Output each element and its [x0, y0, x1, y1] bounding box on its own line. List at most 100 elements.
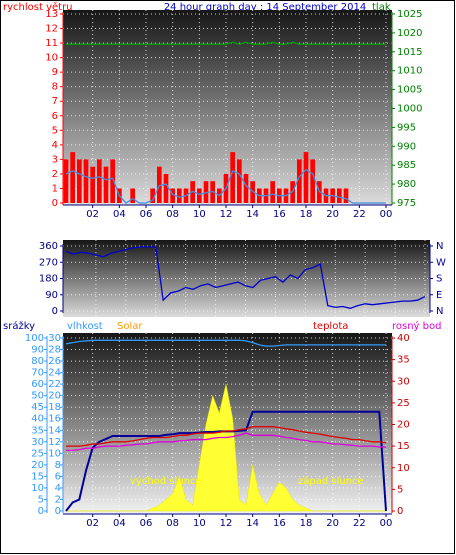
y-axis-title: rychlost větru — [3, 1, 73, 13]
bar — [230, 152, 235, 203]
y-tick-label: W — [436, 257, 446, 268]
x-tick-label: 12 — [220, 209, 233, 220]
y-tick-label: 90 — [31, 345, 44, 356]
y-tick-label: 10 — [31, 483, 44, 494]
y-tick-label: 4 — [55, 483, 61, 494]
y-tick-label: 1015 — [397, 47, 422, 58]
x-tick-label: 18 — [300, 518, 313, 529]
y-tick-label: E — [436, 290, 442, 301]
bar — [77, 159, 82, 203]
x-tick-label: 10 — [193, 209, 206, 220]
y-tick-label: 28 — [48, 345, 61, 356]
y-tick-label: 26 — [48, 356, 61, 367]
y-tick-label: 30 — [397, 376, 410, 387]
x-tick-label: 20 — [326, 209, 339, 220]
y-tick-label: 995 — [397, 122, 416, 133]
y-tick-label: 6 — [52, 111, 58, 122]
line — [65, 168, 386, 204]
area — [66, 384, 386, 512]
line — [66, 432, 386, 452]
y-tick-label: N — [436, 241, 443, 252]
y-tick-label: 90 — [45, 290, 58, 301]
y-tick-label: 8 — [55, 460, 61, 471]
y-tick-label: 25 — [31, 448, 44, 459]
legend-label: srážky — [3, 320, 35, 332]
bar — [237, 159, 242, 203]
y-tick-label: 5 — [397, 484, 403, 495]
y-tick-label: 14 — [48, 425, 61, 436]
y-tick-label: 0 — [52, 306, 58, 317]
y-tick-label: 35 — [31, 425, 44, 436]
legend-label: teplota — [313, 321, 348, 332]
y-tick-label: 35 — [397, 355, 410, 366]
y2-axis-title: tlak — [372, 2, 391, 13]
bar — [343, 188, 349, 203]
bar — [163, 173, 169, 203]
bar — [310, 159, 315, 203]
x-tick-label: 12 — [220, 518, 233, 529]
y-tick-label: 16 — [48, 414, 61, 425]
line — [66, 41, 386, 45]
line — [65, 246, 426, 309]
y-tick-label: 7 — [52, 96, 58, 107]
line — [65, 339, 386, 347]
y-tick-label: 15 — [31, 471, 44, 482]
y-tick-label: 980 — [397, 179, 416, 190]
x-tick-label: 22 — [353, 209, 366, 220]
y-tick-label: 24 — [48, 368, 61, 379]
y-tick-label: 990 — [397, 141, 416, 152]
annotation: východ slunce — [130, 475, 202, 487]
bar — [130, 188, 135, 203]
x-tick-label: 14 — [246, 518, 259, 529]
y-tick-label: 975 — [397, 198, 416, 209]
bar — [70, 152, 75, 203]
y-tick-label: 1000 — [397, 104, 422, 115]
y-tick-label: 5 — [52, 125, 58, 136]
bar — [303, 152, 309, 203]
y-tick-label: 985 — [397, 160, 416, 171]
x-tick-label: 08 — [166, 209, 179, 220]
bar — [90, 166, 95, 203]
y-tick-label: 9 — [52, 67, 58, 78]
x-tick-label: 18 — [300, 209, 313, 220]
x-tick-label: 00 — [380, 518, 393, 529]
y-tick-label: 1025 — [397, 9, 422, 20]
bar — [203, 181, 209, 203]
y-tick-label: 15 — [397, 441, 410, 452]
y-tick-label: 1005 — [397, 85, 422, 96]
y-tick-label: 2 — [52, 169, 58, 180]
bar — [170, 188, 175, 203]
y-tick-label: 11 — [45, 38, 58, 49]
y-tick-label: N — [436, 306, 443, 317]
y-tick-label: 4 — [52, 140, 58, 151]
y-tick-label: 270 — [39, 257, 58, 268]
y-tick-label: 20 — [31, 460, 44, 471]
bar — [103, 166, 109, 203]
x-tick-label: 22 — [353, 518, 366, 529]
y-tick-label: 1020 — [397, 28, 422, 39]
line — [66, 426, 387, 447]
plot-background — [63, 10, 392, 205]
bar — [63, 159, 69, 203]
x-tick-label: 06 — [140, 518, 153, 529]
x-tick-label: 06 — [140, 209, 153, 220]
annotation: západ slunce — [298, 475, 364, 487]
x-tick-label: 02 — [86, 209, 99, 220]
y-tick-label: 45 — [31, 402, 44, 413]
y-tick-label: 10 — [48, 448, 61, 459]
y-tick-label: 360 — [39, 241, 58, 252]
y-tick-label: 6 — [55, 471, 61, 482]
bar — [270, 181, 275, 203]
y-tick-label: S — [436, 274, 442, 285]
bar — [110, 159, 115, 203]
y-tick-label: 1 — [52, 183, 58, 194]
y-tick-label: 70 — [31, 368, 44, 379]
legend-label: vlhkost — [67, 321, 103, 332]
x-tick-label: 20 — [326, 518, 339, 529]
y-tick-label: 8 — [52, 82, 58, 93]
y-tick-label: 12 — [45, 24, 58, 35]
y-tick-label: 30 — [31, 437, 44, 448]
bar — [97, 159, 102, 203]
